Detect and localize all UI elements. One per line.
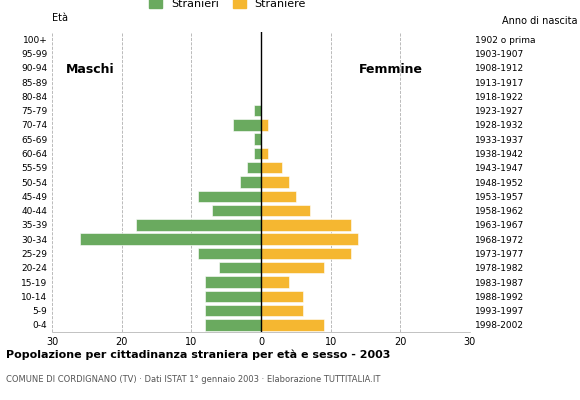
Bar	[261, 119, 268, 130]
Bar	[254, 148, 261, 159]
Bar	[205, 276, 261, 288]
Bar	[254, 134, 261, 145]
Bar	[261, 205, 310, 216]
Bar	[205, 319, 261, 330]
Legend: Stranieri, Straniere: Stranieri, Straniere	[149, 0, 306, 9]
Bar	[261, 176, 289, 188]
Text: COMUNE DI CORDIGNANO (TV) · Dati ISTAT 1° gennaio 2003 · Elaborazione TUTTITALIA: COMUNE DI CORDIGNANO (TV) · Dati ISTAT 1…	[6, 375, 380, 384]
Bar	[254, 105, 261, 116]
Bar	[261, 248, 351, 259]
Text: Anno di nascita: Anno di nascita	[502, 16, 577, 26]
Bar	[261, 290, 303, 302]
Bar	[261, 148, 268, 159]
Bar	[261, 262, 324, 274]
Bar	[247, 162, 261, 174]
Bar	[261, 162, 282, 174]
Bar	[198, 190, 261, 202]
Text: Popolazione per cittadinanza straniera per età e sesso - 2003: Popolazione per cittadinanza straniera p…	[6, 350, 390, 360]
Bar	[261, 219, 351, 230]
Bar	[205, 290, 261, 302]
Text: Età: Età	[52, 14, 68, 24]
Bar	[261, 190, 296, 202]
Bar	[233, 119, 261, 130]
Text: Femmine: Femmine	[358, 63, 422, 76]
Bar	[80, 234, 261, 245]
Text: Maschi: Maschi	[66, 63, 115, 76]
Bar	[219, 262, 261, 274]
Bar	[261, 305, 303, 316]
Bar	[240, 176, 261, 188]
Bar	[261, 276, 289, 288]
Bar	[136, 219, 261, 230]
Bar	[261, 234, 358, 245]
Bar	[205, 305, 261, 316]
Bar	[198, 248, 261, 259]
Bar	[212, 205, 261, 216]
Bar	[261, 319, 324, 330]
